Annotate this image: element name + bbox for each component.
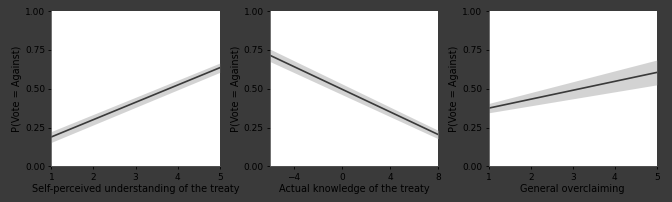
Y-axis label: P(Vote = Against): P(Vote = Against) — [450, 45, 460, 132]
X-axis label: Self-perceived understanding of the treaty: Self-perceived understanding of the trea… — [32, 184, 239, 194]
Y-axis label: P(Vote = Against): P(Vote = Against) — [231, 45, 241, 132]
X-axis label: General overclaiming: General overclaiming — [521, 184, 625, 194]
Y-axis label: P(Vote = Against): P(Vote = Against) — [12, 45, 22, 132]
X-axis label: Actual knowledge of the treaty: Actual knowledge of the treaty — [279, 184, 429, 194]
